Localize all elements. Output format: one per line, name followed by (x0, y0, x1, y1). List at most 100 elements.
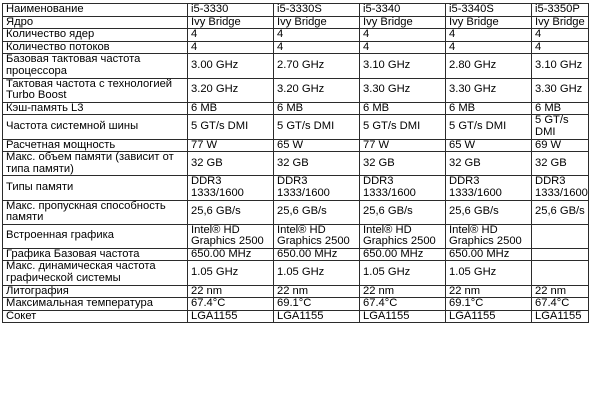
row-value: DDR3 1333/1600 (445, 175, 532, 201)
table-row: Максимальная температура 67.4°C 69.1°C 67.4… (2, 297, 589, 311)
row-value: 67.4°C (359, 297, 446, 311)
row-value: 1.05 GHz (273, 260, 360, 286)
row-value: LGA1155 (445, 309, 532, 324)
header-cell-i5-3350p: i5-3350P (531, 3, 589, 17)
row-value: 25,6 GB/s (273, 199, 360, 225)
row-value: 6 MB (445, 101, 532, 116)
table-row: Встроенная графика Intel® HD Graphics 250… (2, 223, 589, 249)
row-value: LGA1155 (273, 309, 360, 324)
row-value: 22 nm (445, 284, 532, 299)
row-label: Макс. объем памяти (зависит от типа памя… (2, 151, 188, 177)
row-value: LGA1155 (531, 309, 589, 324)
row-value: 2.80 GHz (445, 53, 532, 79)
row-value: 1.05 GHz (359, 260, 446, 286)
row-value: 22 nm (273, 284, 360, 299)
table-row: Типы памяти DDR3 1333/1600 DDR3 1333/1600 D… (2, 175, 589, 201)
row-value: 77 W (187, 138, 274, 153)
row-label: Максимальная температура (2, 297, 188, 311)
table-row: Ядро Ivy Bridge Ivy Bridge Ivy Bridge Ivy Br… (2, 15, 589, 30)
row-value: LGA1155 (359, 309, 446, 324)
row-value: 3.10 GHz (531, 53, 589, 79)
row-value: 650.00 MHz (445, 247, 532, 262)
row-value: DDR3 1333/1600 (359, 175, 446, 201)
row-value: 4 (187, 40, 274, 55)
row-value: 25,6 GB/s (359, 199, 446, 225)
row-label: Тактовая частота с технологией Turbo Boo… (2, 77, 188, 103)
row-label: Базовая тактовая частота процессора (2, 53, 188, 79)
row-value: 3.20 GHz (187, 77, 274, 103)
row-value: 32 GB (187, 151, 274, 177)
row-value: 5 GT/s DMI (273, 114, 360, 140)
header-cell-i5-3340: i5-3340 (359, 3, 446, 17)
row-value: Intel® HD Graphics 2500 (445, 223, 532, 249)
row-label: Сокет (2, 309, 188, 324)
row-value: 22 nm (187, 284, 274, 299)
row-value: 32 GB (531, 151, 589, 177)
row-value: Ivy Bridge (359, 15, 446, 30)
row-value: DDR3 1333/1600 (187, 175, 274, 201)
table-row: Базовая тактовая частота процессора 3.00 … (2, 53, 589, 79)
row-value (531, 247, 589, 262)
row-value: 65 W (445, 138, 532, 153)
row-value: 4 (273, 40, 360, 55)
row-value: 5 GT/s DMI (187, 114, 274, 140)
row-value: Ivy Bridge (273, 15, 360, 30)
row-label: Количество потоков (2, 40, 188, 55)
row-label: Кэш-память L3 (2, 101, 188, 116)
row-value: 32 GB (273, 151, 360, 177)
row-value: 6 MB (273, 101, 360, 116)
row-label: Графика Базовая частота (2, 247, 188, 262)
row-value: 69 W (531, 138, 589, 153)
table-row: Количество ядер 4 4 4 4 4 (2, 28, 589, 42)
row-label: Расчетная мощность (2, 138, 188, 153)
header-cell-i5-3330: i5-3330 (187, 3, 274, 17)
table-row: Макс. объем памяти (зависит от типа памя… (2, 151, 589, 177)
row-value: 1.05 GHz (445, 260, 532, 286)
table-row: Тактовая частота с технологией Turbo Boo… (2, 77, 589, 103)
row-value: 67.4°C (531, 297, 589, 311)
table-row: Макс. пропускная способность памяти 25,6 … (2, 199, 589, 225)
header-cell-name: Наименование (2, 3, 188, 17)
row-value: 25,6 GB/s (445, 199, 532, 225)
row-value: 1.05 GHz (187, 260, 274, 286)
header-row: Наименование i5-3330 i5-3330S i5-3340 i5… (2, 3, 589, 17)
row-label: Литография (2, 284, 188, 299)
row-label: Встроенная графика (2, 223, 188, 249)
row-value: 69.1°C (445, 297, 532, 311)
row-value: 22 nm (359, 284, 446, 299)
row-value: 5 GT/s DMI (445, 114, 532, 140)
row-value: 3.30 GHz (359, 77, 446, 103)
row-value (531, 260, 589, 286)
row-value: 67.4°C (187, 297, 274, 311)
row-value: 3.10 GHz (359, 53, 446, 79)
row-value: 5 GT/s DMI (531, 114, 589, 140)
row-value: 4 (531, 40, 589, 55)
table-row: Сокет LGA1155 LGA1155 LGA1155 LGA1155 LGA1155 (2, 309, 589, 324)
row-value: 650.00 MHz (187, 247, 274, 262)
spec-table: Наименование i5-3330 i5-3330S i5-3340 i5… (2, 3, 589, 324)
row-value: 4 (187, 28, 274, 42)
row-value: 32 GB (359, 151, 446, 177)
row-value: 4 (531, 28, 589, 42)
row-value: 4 (445, 28, 532, 42)
row-value: 25,6 GB/s (531, 199, 589, 225)
row-value: 3.20 GHz (273, 77, 360, 103)
row-value: DDR3 1333/1600 (273, 175, 360, 201)
row-value: DDR3 1333/1600 (531, 175, 589, 201)
row-value: 32 GB (445, 151, 532, 177)
row-value: 69.1°C (273, 297, 360, 311)
row-value: 22 nm (531, 284, 589, 299)
row-label: Макс. пропускная способность памяти (2, 199, 188, 225)
table-row: Кэш-память L3 6 MB 6 MB 6 MB 6 MB 6 MB (2, 101, 589, 116)
row-value: 3.30 GHz (445, 77, 532, 103)
row-label: Частота системной шины (2, 114, 188, 140)
row-label: Типы памяти (2, 175, 188, 201)
table-row: Макс. динамическая частота графической с… (2, 260, 589, 286)
row-value: Ivy Bridge (187, 15, 274, 30)
row-value: 6 MB (187, 101, 274, 116)
row-label: Макс. динамическая частота графической с… (2, 260, 188, 286)
row-value: 65 W (273, 138, 360, 153)
header-cell-i5-3340s: i5-3340S (445, 3, 532, 17)
table-row: Количество потоков 4 4 4 4 4 (2, 40, 589, 55)
row-label: Ядро (2, 15, 188, 30)
